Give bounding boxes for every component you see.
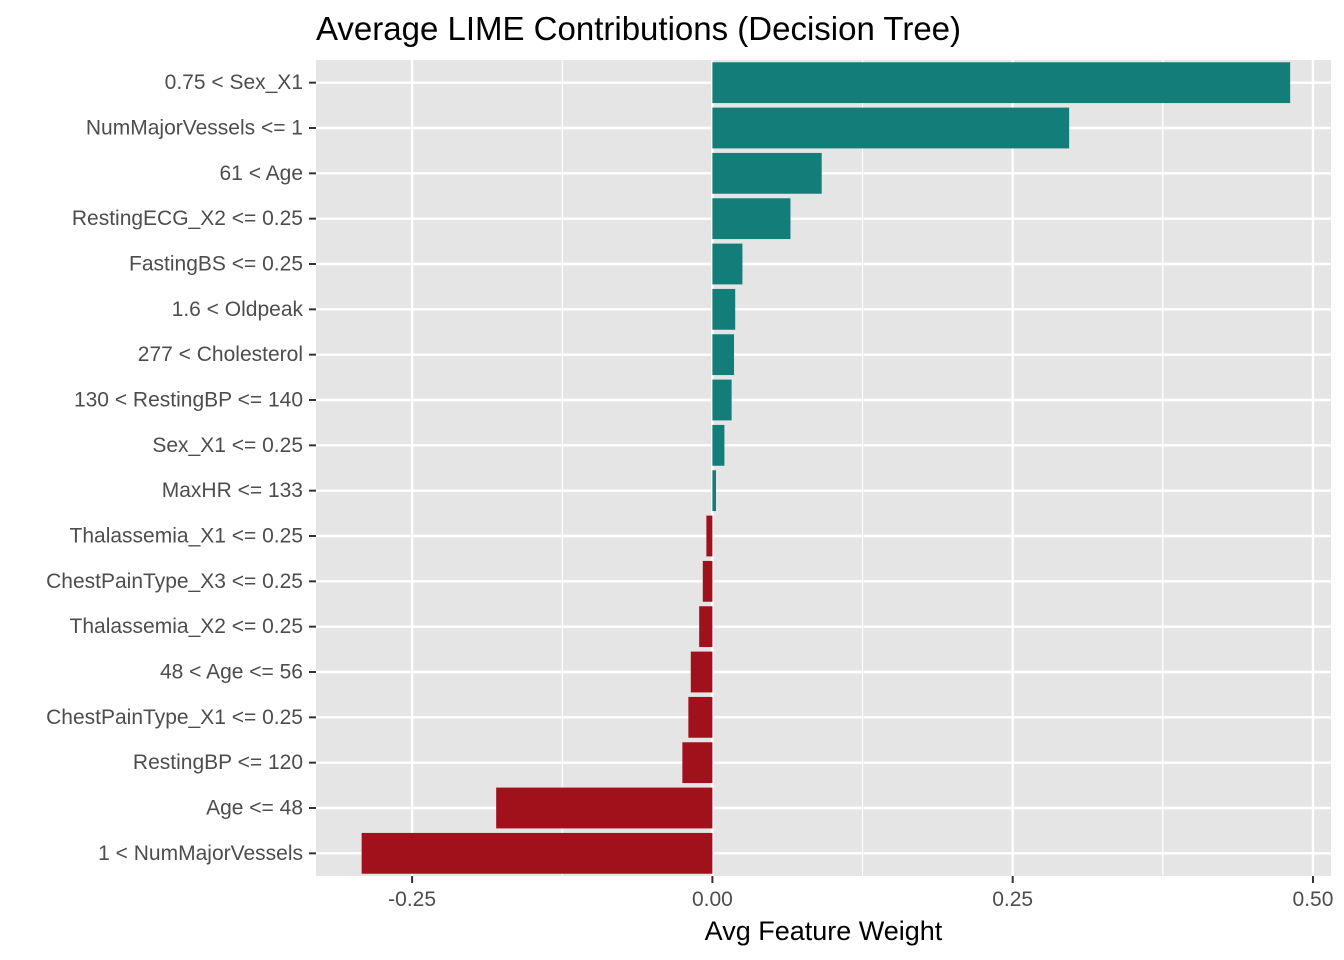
y-tick-label: 1 < NumMajorVessels — [98, 842, 303, 865]
bar — [699, 606, 713, 648]
y-tick-label: Sex_X1 <= 0.25 — [152, 434, 303, 457]
bar — [712, 424, 725, 466]
y-tick-label: 130 < RestingBP <= 140 — [74, 389, 303, 412]
bar — [712, 334, 735, 376]
plot-panel — [316, 60, 1331, 876]
x-tick-label: 0.50 — [1293, 888, 1334, 911]
y-axis: 0.75 < Sex_X1 NumMajorVessels <= 1 61 < Ag… — [46, 71, 316, 865]
bar — [712, 198, 791, 240]
y-tick-label: RestingBP <= 120 — [133, 751, 303, 774]
x-tick-label: -0.25 — [388, 888, 436, 911]
bar — [682, 742, 713, 784]
bar — [712, 288, 736, 330]
bar — [702, 560, 713, 602]
bar — [690, 651, 713, 693]
grid-lines — [316, 60, 1331, 876]
bars — [361, 62, 1291, 874]
chart-title: Average LIME Contributions (Decision Tre… — [316, 10, 961, 47]
y-tick-label: 0.75 < Sex_X1 — [165, 71, 303, 94]
y-tick-label: ChestPainType_X3 <= 0.25 — [46, 570, 303, 593]
bar — [712, 243, 743, 285]
x-axis-label: Avg Feature Weight — [705, 916, 943, 946]
y-tick-label: 1.6 < Oldpeak — [172, 298, 304, 321]
y-tick-label: Age <= 48 — [206, 797, 303, 820]
x-tick-label: 0.00 — [692, 888, 733, 911]
bar — [712, 152, 822, 194]
y-tick-label: FastingBS <= 0.25 — [129, 253, 303, 276]
y-tick-label: RestingECG_X2 <= 0.25 — [72, 207, 303, 230]
bar — [712, 379, 732, 421]
bar — [712, 470, 716, 512]
bar — [706, 515, 713, 557]
y-tick-label: Thalassemia_X1 <= 0.25 — [70, 525, 303, 548]
bar — [712, 62, 1291, 104]
x-axis: -0.25 0.00 0.25 0.50 — [388, 876, 1333, 911]
y-tick-label: MaxHR <= 133 — [162, 479, 303, 502]
bar — [361, 832, 713, 874]
x-tick-label: 0.25 — [992, 888, 1033, 911]
y-tick-label: NumMajorVessels <= 1 — [86, 117, 303, 140]
bar — [496, 787, 713, 829]
y-tick-label: 48 < Age <= 56 — [160, 661, 303, 684]
bar — [688, 696, 713, 738]
bar — [712, 107, 1070, 149]
y-tick-label: ChestPainType_X1 <= 0.25 — [46, 706, 303, 729]
y-tick-label: 277 < Cholesterol — [138, 343, 303, 366]
y-tick-label: 61 < Age — [220, 162, 304, 185]
y-tick-label: Thalassemia_X2 <= 0.25 — [70, 615, 303, 638]
